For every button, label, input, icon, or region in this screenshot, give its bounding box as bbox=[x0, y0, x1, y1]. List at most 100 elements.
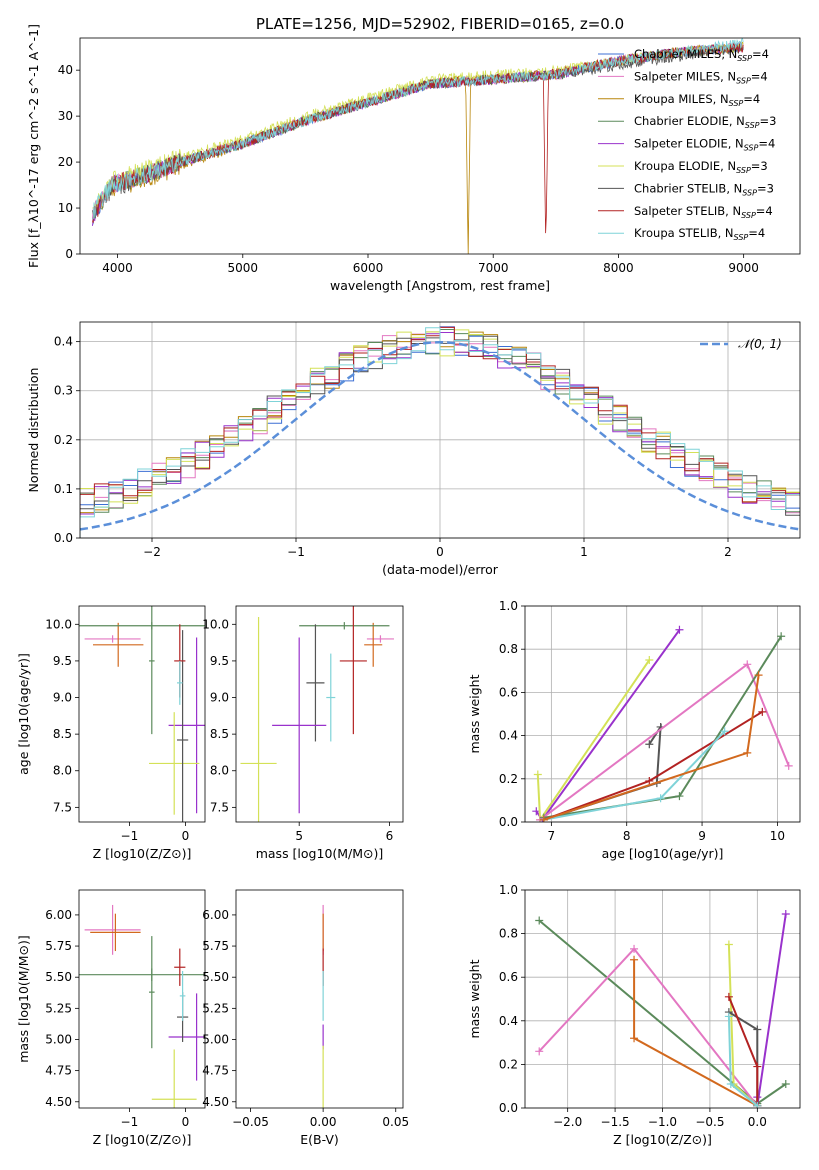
panel-age_vs_mass: 5 6 7.5 8.0 8.5 9.0 9.5 10.0 mass [log10(M/M⊙)] bbox=[202, 605, 404, 861]
legend: Chabrier MILES, NSSP=4 Salpeter MILES, NS… bbox=[598, 47, 776, 242]
y-tick-label: 4.75 bbox=[45, 1064, 72, 1078]
normal-curve bbox=[80, 340, 800, 531]
x-tick-label: 8000 bbox=[603, 261, 634, 275]
weight-marker bbox=[539, 815, 548, 822]
x-tick-label: −0.5 bbox=[695, 1115, 724, 1129]
y-tick-label: 5.75 bbox=[45, 939, 72, 953]
errorbar-point bbox=[93, 622, 144, 667]
x-tick-label: 0 bbox=[436, 545, 444, 559]
panel-residuals: −2 −1 0 1 2 0.0 0.1 0.2 0.3 0.4 (data-model)/error… bbox=[26, 321, 801, 577]
x-tick-label: 4000 bbox=[102, 261, 133, 275]
x-tick-label: 0.00 bbox=[310, 1115, 337, 1129]
x-tick-label: −1.0 bbox=[648, 1115, 677, 1129]
y-tick-label: 5.25 bbox=[202, 1001, 229, 1015]
panel-weight_vs_Z: −2.0 −1.5 −1.0 −0.5 0.0 0.0 0.2 0.4 0.6 0.8 1.0 Z [… bbox=[467, 883, 801, 1147]
x-tick-label: 9000 bbox=[728, 261, 759, 275]
x-axis-label: wavelength [Angstrom, rest frame] bbox=[330, 278, 550, 293]
y-tick-label: 5.00 bbox=[202, 1032, 229, 1046]
x-tick-label: −2.0 bbox=[553, 1115, 582, 1129]
errorbar-point bbox=[168, 993, 205, 1081]
legend-entry: Chabrier STELIB, NSSP=3 bbox=[634, 181, 774, 197]
x-tick-label: 8 bbox=[623, 829, 631, 843]
weight-marker bbox=[720, 727, 729, 736]
weight-marker bbox=[645, 776, 654, 785]
weight-line bbox=[538, 947, 759, 1107]
y-axis-label: mass [log10(M/M⊙)] bbox=[16, 935, 31, 1063]
x-tick-label: 0.0 bbox=[748, 1115, 767, 1129]
legend-entry: Chabrier ELODIE, NSSP=3 bbox=[634, 114, 776, 130]
x-tick-label: −1.5 bbox=[601, 1115, 630, 1129]
weight-marker bbox=[743, 748, 752, 757]
x-tick-label: −2 bbox=[143, 545, 161, 559]
weight-line bbox=[543, 674, 760, 821]
y-tick-label: 5.50 bbox=[202, 970, 229, 984]
x-tick-label: 6 bbox=[386, 829, 394, 843]
y-tick-label: 0.2 bbox=[54, 433, 73, 447]
y-axis-label: Flux [f_λ10^-17 erg cm^-2 s^-1 A^-1] bbox=[26, 24, 41, 268]
panel-age_vs_Z: −1 0 7.5 8.0 8.5 9.0 9.5 10.0 Z [log10(Z/Z⊙)] age… bbox=[16, 605, 206, 861]
x-axis-label: age [log10(age/yr)] bbox=[602, 846, 724, 861]
weight-marker bbox=[535, 1047, 544, 1056]
x-tick-label: 1 bbox=[580, 545, 588, 559]
weight-marker bbox=[784, 761, 793, 770]
x-axis-label: Z [log10(Z/Z⊙)] bbox=[613, 1132, 712, 1147]
axes-frame bbox=[524, 605, 801, 823]
y-tick-label: 5.00 bbox=[45, 1032, 72, 1046]
x-tick-label: 7000 bbox=[478, 261, 509, 275]
y-tick-label: 6.00 bbox=[202, 908, 229, 922]
plot-area bbox=[240, 606, 394, 822]
errorbar-point bbox=[364, 622, 383, 667]
weight-marker bbox=[645, 656, 654, 664]
legend-entry: Chabrier MILES, NSSP=4 bbox=[634, 47, 769, 63]
x-tick-label: −1 bbox=[287, 545, 305, 559]
x-tick-label: 5 bbox=[295, 829, 303, 843]
weight-marker bbox=[753, 1025, 762, 1034]
weight-marker bbox=[675, 792, 684, 801]
x-tick-label: 2 bbox=[724, 545, 732, 559]
histogram-step bbox=[80, 327, 800, 538]
x-axis-label: (data-model)/error bbox=[382, 562, 499, 577]
errorbar-point bbox=[177, 630, 189, 822]
legend-entry: 𝒩(0, 1) bbox=[738, 337, 782, 351]
errorbar-point bbox=[174, 948, 186, 986]
errorbar-point bbox=[306, 624, 325, 742]
weight-marker bbox=[675, 625, 684, 634]
plot-area bbox=[79, 904, 205, 1108]
errorbar-point bbox=[366, 635, 394, 643]
y-tick-label: 9.0 bbox=[210, 691, 229, 705]
legend-entry: Salpeter STELIB, NSSP=4 bbox=[634, 204, 773, 220]
y-tick-label: 4.50 bbox=[45, 1095, 72, 1109]
y-axis-label: Normed distribution bbox=[26, 368, 41, 493]
y-tick-label: 9.5 bbox=[210, 654, 229, 668]
y-tick-label: 4.50 bbox=[202, 1095, 229, 1109]
weight-marker bbox=[724, 992, 733, 1001]
x-tick-label: −1 bbox=[121, 829, 139, 843]
weight-marker bbox=[726, 1080, 735, 1089]
y-tick-label: 7.5 bbox=[53, 800, 72, 814]
x-tick-label: 5000 bbox=[228, 261, 259, 275]
y-tick-label: 7.5 bbox=[210, 800, 229, 814]
weight-marker bbox=[630, 944, 639, 953]
weight-marker bbox=[754, 671, 763, 680]
y-tick-label: 40 bbox=[58, 63, 73, 77]
spectrum-line bbox=[92, 38, 744, 220]
y-tick-label: 5.75 bbox=[202, 939, 229, 953]
errorbar-point bbox=[326, 653, 336, 742]
weight-line bbox=[633, 959, 758, 1107]
y-tick-label: 1.0 bbox=[499, 883, 518, 897]
y-tick-label: 0.4 bbox=[499, 729, 518, 743]
weight-line bbox=[539, 662, 790, 821]
x-tick-label: 10 bbox=[770, 829, 785, 843]
weight-line bbox=[756, 913, 787, 1106]
plot-area bbox=[535, 909, 790, 1108]
errorbar-point bbox=[299, 622, 390, 630]
y-tick-label: 10.0 bbox=[45, 617, 72, 631]
y-tick-label: 20 bbox=[58, 155, 73, 169]
y-tick-label: 0.8 bbox=[499, 927, 518, 941]
y-axis-label: mass weight bbox=[467, 674, 482, 753]
legend-entry: Kroupa MILES, NSSP=4 bbox=[634, 92, 760, 108]
x-tick-label: 7 bbox=[548, 829, 556, 843]
panel-mass_vs_ebv: −0.05 0.00 0.05 4.50 4.75 5.00 5.25 5.50 5.75 6.0… bbox=[202, 889, 409, 1147]
grid-lines bbox=[525, 889, 800, 1109]
